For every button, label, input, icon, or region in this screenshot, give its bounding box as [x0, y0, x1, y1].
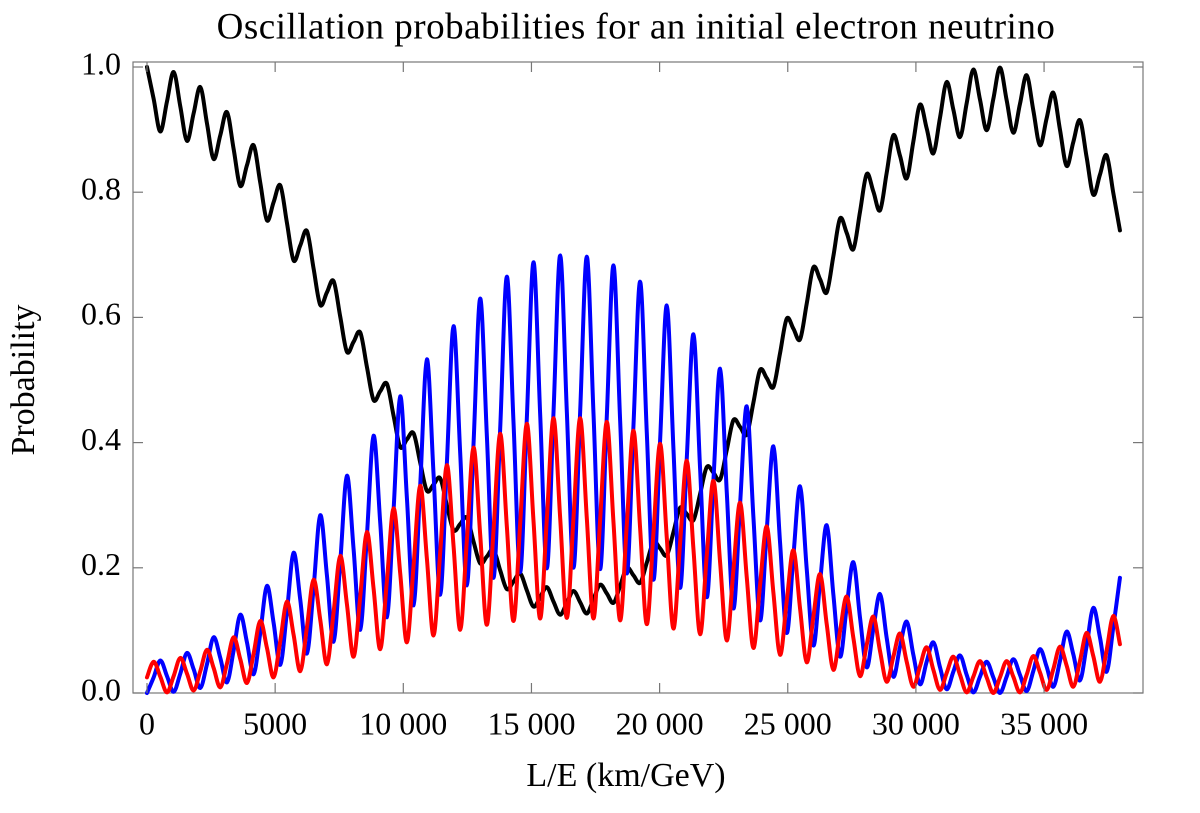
- plot-frame: [132, 61, 1144, 694]
- y-tick-label: 1.0: [81, 45, 121, 81]
- x-tick-label: 25 000: [744, 705, 832, 741]
- y-tick-label: 0.2: [81, 546, 121, 582]
- x-tick-label: 20 000: [616, 705, 704, 741]
- y-tick-label: 0.0: [81, 671, 121, 707]
- x-tick-label: 5000: [243, 705, 307, 741]
- x-tick-label: 35 000: [1000, 705, 1088, 741]
- x-tick-label: 15 000: [487, 705, 575, 741]
- y-tick-label: 0.4: [81, 421, 121, 457]
- series-line: [144, 65, 1122, 617]
- x-tick-label: 0: [139, 705, 155, 741]
- y-tick-label: 0.6: [81, 296, 121, 332]
- series-line: [144, 416, 1122, 695]
- plot-area: [144, 65, 1122, 695]
- x-tick-label: 30 000: [872, 705, 960, 741]
- y-tick-label: 0.8: [81, 171, 121, 207]
- chart-title: Oscillation probabilities for an initial…: [217, 6, 1056, 47]
- x-tick-label: 10 000: [359, 705, 447, 741]
- y-axis-title: Probability: [5, 304, 42, 455]
- series-line: [144, 253, 1122, 695]
- x-axis-title: L/E (km/GeV): [526, 757, 725, 794]
